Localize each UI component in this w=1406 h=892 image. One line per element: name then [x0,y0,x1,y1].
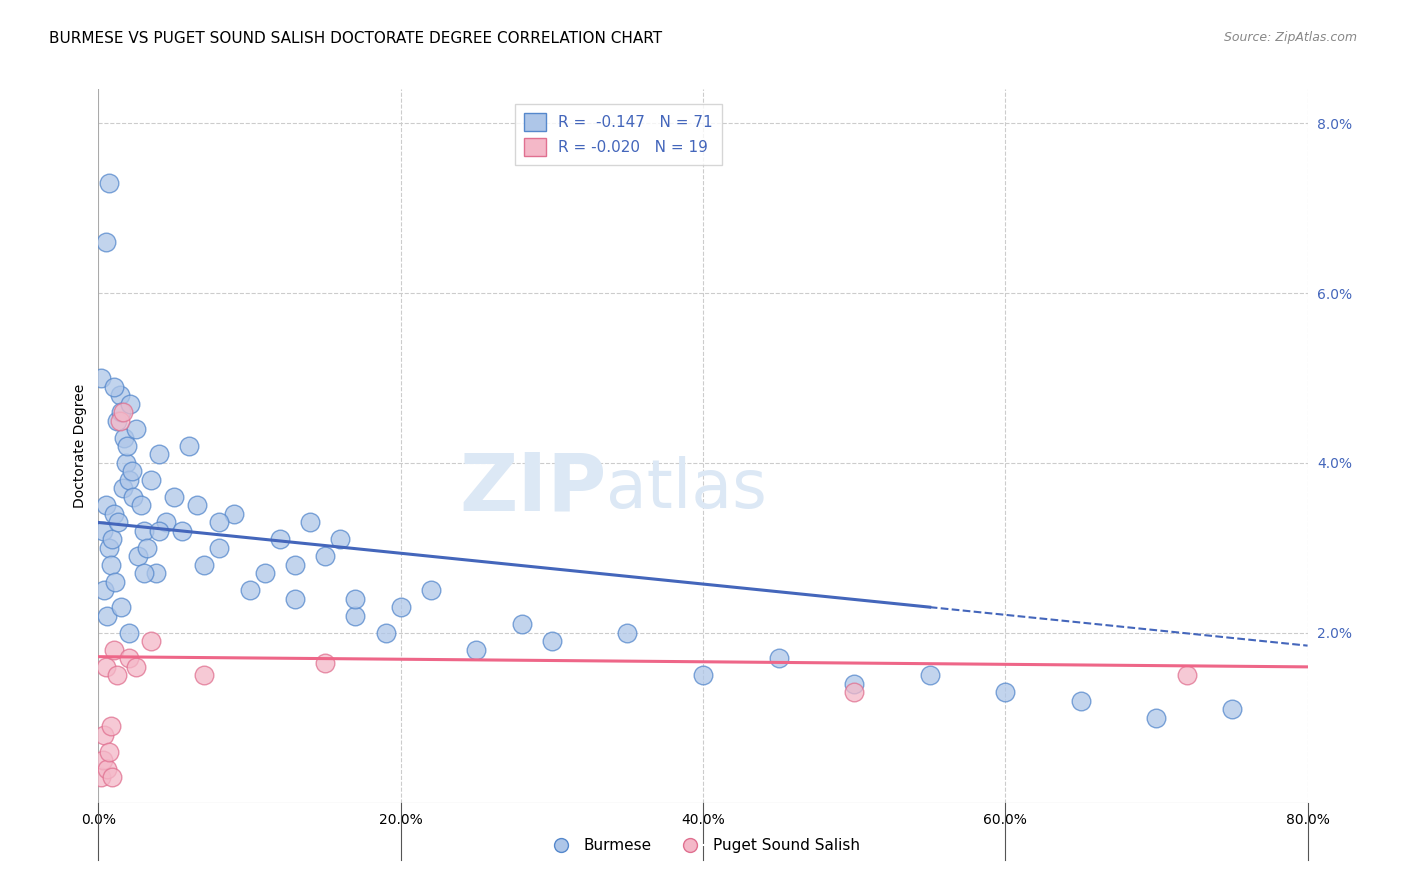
Point [170,524,193,538]
Point [465,643,488,657]
Point [98,745,121,759]
Point [132,566,155,581]
Point [1220,702,1243,716]
Point [239,583,262,598]
Point [96,608,118,623]
Point [90,371,112,385]
Point [208,516,231,530]
Point [100,558,122,572]
Point [94,235,117,249]
Point [103,643,125,657]
Point [1070,694,1092,708]
Point [121,465,143,479]
Point [132,524,155,538]
Point [148,524,170,538]
Point [269,533,291,547]
Point [112,430,135,444]
Point [115,439,138,453]
Point [344,591,367,606]
Point [91,753,114,767]
Point [105,413,128,427]
Point [103,379,125,393]
Point [299,516,322,530]
Text: BURMESE VS PUGET SOUND SALISH DOCTORATE DEGREE CORRELATION CHART: BURMESE VS PUGET SOUND SALISH DOCTORATE … [49,31,662,46]
Point [1146,711,1168,725]
Point [114,456,136,470]
Point [120,396,142,410]
Point [768,651,790,665]
Point [329,533,352,547]
Point [163,490,186,504]
Point [108,388,131,402]
Point [118,651,141,665]
Point [94,660,117,674]
Point [135,541,157,555]
Point [186,499,208,513]
Point [118,626,141,640]
Text: atlas: atlas [606,456,768,522]
Point [253,566,276,581]
Point [125,660,148,674]
Point [510,617,533,632]
Point [91,524,114,538]
Point [224,507,246,521]
Point [98,541,121,555]
Point [179,439,201,453]
Point [844,677,866,691]
Point [314,656,336,670]
Point [96,762,118,776]
Point [420,583,443,598]
Point [110,600,132,615]
Point [107,516,129,530]
Point [90,770,112,784]
Point [111,482,134,496]
Point [110,405,132,419]
Point [93,728,115,742]
Point [193,558,215,572]
Point [141,634,163,648]
Point [108,413,131,427]
Point [284,591,307,606]
Point [155,516,177,530]
Point [105,668,128,682]
Legend: Burmese, Puget Sound Salish: Burmese, Puget Sound Salish [540,832,866,859]
Point [101,533,124,547]
Point [100,719,122,733]
Point [918,668,941,682]
Point [844,685,866,699]
Point [118,473,141,487]
Point [616,626,638,640]
Point [104,574,127,589]
Point [141,473,163,487]
Point [374,626,396,640]
Point [94,499,117,513]
Point [389,600,412,615]
Point [103,507,125,521]
Point [314,549,336,564]
Point [1175,668,1198,682]
Point [98,176,121,190]
Point [344,608,367,623]
Y-axis label: Doctorate Degree: Doctorate Degree [73,384,87,508]
Text: ZIP: ZIP [458,450,606,528]
Point [93,583,115,598]
Point [122,490,145,504]
Text: Source: ZipAtlas.com: Source: ZipAtlas.com [1223,31,1357,45]
Point [127,549,149,564]
Point [125,422,148,436]
Point [129,499,152,513]
Point [145,566,167,581]
Point [101,770,124,784]
Point [208,541,231,555]
Point [540,634,562,648]
Point [148,448,170,462]
Point [111,405,134,419]
Point [193,668,215,682]
Point [994,685,1017,699]
Point [692,668,714,682]
Point [284,558,307,572]
